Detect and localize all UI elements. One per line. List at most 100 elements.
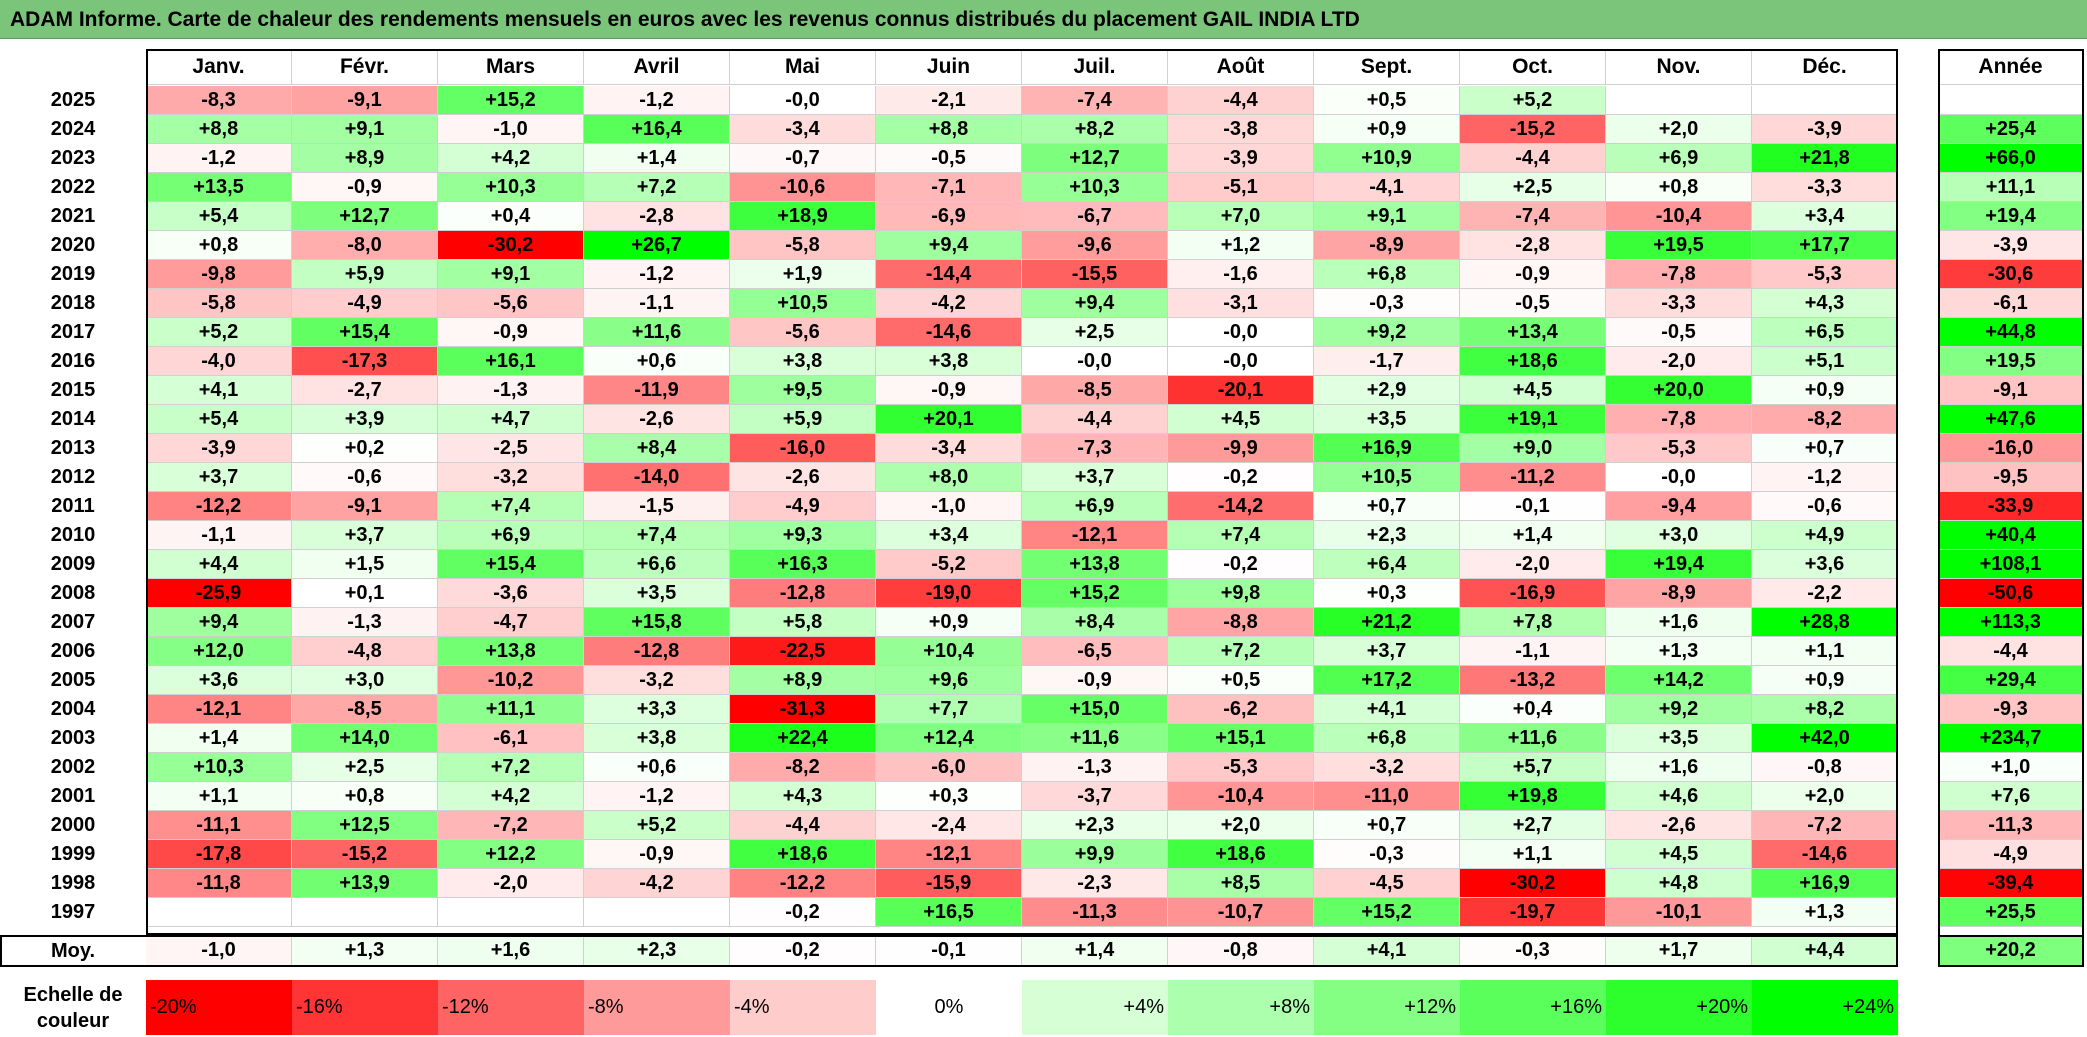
heatmap-cell: +4,6 [1606, 782, 1752, 811]
heatmap-cell: -2,0 [1606, 347, 1752, 376]
row-year-label: 2010 [0, 521, 146, 550]
heatmap-cell: +22,4 [730, 724, 876, 753]
avg-label: Moy. [0, 935, 146, 967]
heatmap-cell: +21,2 [1314, 608, 1460, 637]
heatmap-cell: +11,1 [438, 695, 584, 724]
heatmap-cell: +2,7 [1460, 811, 1606, 840]
heatmap-cell: -12,1 [876, 840, 1022, 869]
annual-cell: +108,1 [1938, 550, 2084, 579]
heatmap-cell: +9,2 [1314, 318, 1460, 347]
annual-cell: +29,4 [1938, 666, 2084, 695]
heatmap-cell: +1,1 [146, 782, 292, 811]
month-header: Août [1168, 49, 1314, 85]
heatmap-cell: -4,2 [584, 869, 730, 898]
heatmap-cell: -8,0 [292, 231, 438, 260]
heatmap-cell: +20,1 [876, 405, 1022, 434]
month-header: Sept. [1314, 49, 1460, 85]
avg-cell: -0,1 [876, 935, 1022, 967]
heatmap-cell: -2,6 [584, 405, 730, 434]
heatmap-cell: -11,1 [146, 811, 292, 840]
heatmap-cell: +1,3 [1606, 637, 1752, 666]
heatmap-cell: -12,2 [146, 492, 292, 521]
annual-cell: -11,3 [1938, 811, 2084, 840]
annual-cell: -4,9 [1938, 840, 2084, 869]
heatmap-cell: +7,4 [584, 521, 730, 550]
avg-annual-cell: +20,2 [1938, 935, 2084, 967]
heatmap-cell: -7,2 [1752, 811, 1898, 840]
row-year-label: 2018 [0, 289, 146, 318]
heatmap-cell: +3,5 [1314, 405, 1460, 434]
heatmap-cell: -7,4 [1460, 202, 1606, 231]
heatmap-cell: +15,0 [1022, 695, 1168, 724]
heatmap-cell: -5,6 [730, 318, 876, 347]
heatmap-cell: -4,4 [1168, 86, 1314, 115]
heatmap-cell: +15,2 [438, 86, 584, 115]
heatmap-cell: -0,5 [1460, 289, 1606, 318]
heatmap-cell: -1,1 [146, 521, 292, 550]
heatmap-cell: +7,0 [1168, 202, 1314, 231]
heatmap-cell: +0,1 [292, 579, 438, 608]
annual-cell: -6,1 [1938, 289, 2084, 318]
heatmap-cell: +1,5 [292, 550, 438, 579]
heatmap-cell: +4,2 [438, 144, 584, 173]
row-year-label: 2011 [0, 492, 146, 521]
heatmap-cell: +6,9 [438, 521, 584, 550]
heatmap-cell: +0,9 [876, 608, 1022, 637]
heatmap-cell: +3,7 [146, 463, 292, 492]
heatmap-cell: +17,2 [1314, 666, 1460, 695]
heatmap-cell: +0,7 [1314, 811, 1460, 840]
heatmap-cell: +8,4 [1022, 608, 1168, 637]
heatmap-cell: -2,6 [730, 463, 876, 492]
heatmap-cell: +7,8 [1460, 608, 1606, 637]
month-header: Avril [584, 49, 730, 85]
month-header: Juin [876, 49, 1022, 85]
heatmap-cell: +9,1 [438, 260, 584, 289]
heatmap-cell: -3,3 [1606, 289, 1752, 318]
heatmap-cell: -17,3 [292, 347, 438, 376]
legend-swatch: +24% [1752, 980, 1898, 1035]
avg-cell: -1,0 [146, 935, 292, 967]
heatmap-cell: -2,8 [1460, 231, 1606, 260]
heatmap-cell: +3,7 [1314, 637, 1460, 666]
heatmap-cell: +3,4 [876, 521, 1022, 550]
heatmap-cell: -2,5 [438, 434, 584, 463]
heatmap-cell: -3,9 [1752, 115, 1898, 144]
heatmap-cell: +2,0 [1168, 811, 1314, 840]
heatmap-cell: -2,4 [876, 811, 1022, 840]
heatmap-cell: +14,2 [1606, 666, 1752, 695]
heatmap-cell: -10,4 [1168, 782, 1314, 811]
legend-swatch: +4% [1022, 980, 1168, 1035]
row-year-label: 2013 [0, 434, 146, 463]
annual-cell [1938, 86, 2084, 115]
avg-cell: +1,3 [292, 935, 438, 967]
heatmap-cell: +26,7 [584, 231, 730, 260]
heatmap-cell: +1,4 [1460, 521, 1606, 550]
heatmap-cell: +2,0 [1606, 115, 1752, 144]
legend-swatch: 0% [876, 980, 1022, 1035]
heatmap-cell: +13,8 [1022, 550, 1168, 579]
heatmap-cell: +4,1 [1314, 695, 1460, 724]
heatmap-cell: +10,3 [1022, 173, 1168, 202]
heatmap-cell: -15,5 [1022, 260, 1168, 289]
heatmap-cell: -11,2 [1460, 463, 1606, 492]
heatmap-cell: -1,2 [584, 260, 730, 289]
annual-cell: +113,3 [1938, 608, 2084, 637]
heatmap-cell: -15,2 [1460, 115, 1606, 144]
annual-cell: +40,4 [1938, 521, 2084, 550]
heatmap-cell: -7,8 [1606, 405, 1752, 434]
heatmap-cell: -0,6 [1752, 492, 1898, 521]
heatmap-cell: +2,3 [1314, 521, 1460, 550]
annual-cell: +25,4 [1938, 115, 2084, 144]
legend-title: Echelle de couleur [23, 984, 123, 1032]
heatmap-cell: +3,8 [584, 724, 730, 753]
heatmap-cell: +9,4 [1022, 289, 1168, 318]
heatmap-cell: -1,0 [876, 492, 1022, 521]
heatmap-cell: +2,3 [1022, 811, 1168, 840]
avg-cell: +4,4 [1752, 935, 1898, 967]
heatmap-cell: -0,2 [730, 898, 876, 927]
heatmap-cell: +8,2 [1752, 695, 1898, 724]
heatmap-cell: +0,6 [584, 347, 730, 376]
row-year-label: 2009 [0, 550, 146, 579]
heatmap-cell: -1,1 [584, 289, 730, 318]
heatmap-cell: +5,2 [584, 811, 730, 840]
